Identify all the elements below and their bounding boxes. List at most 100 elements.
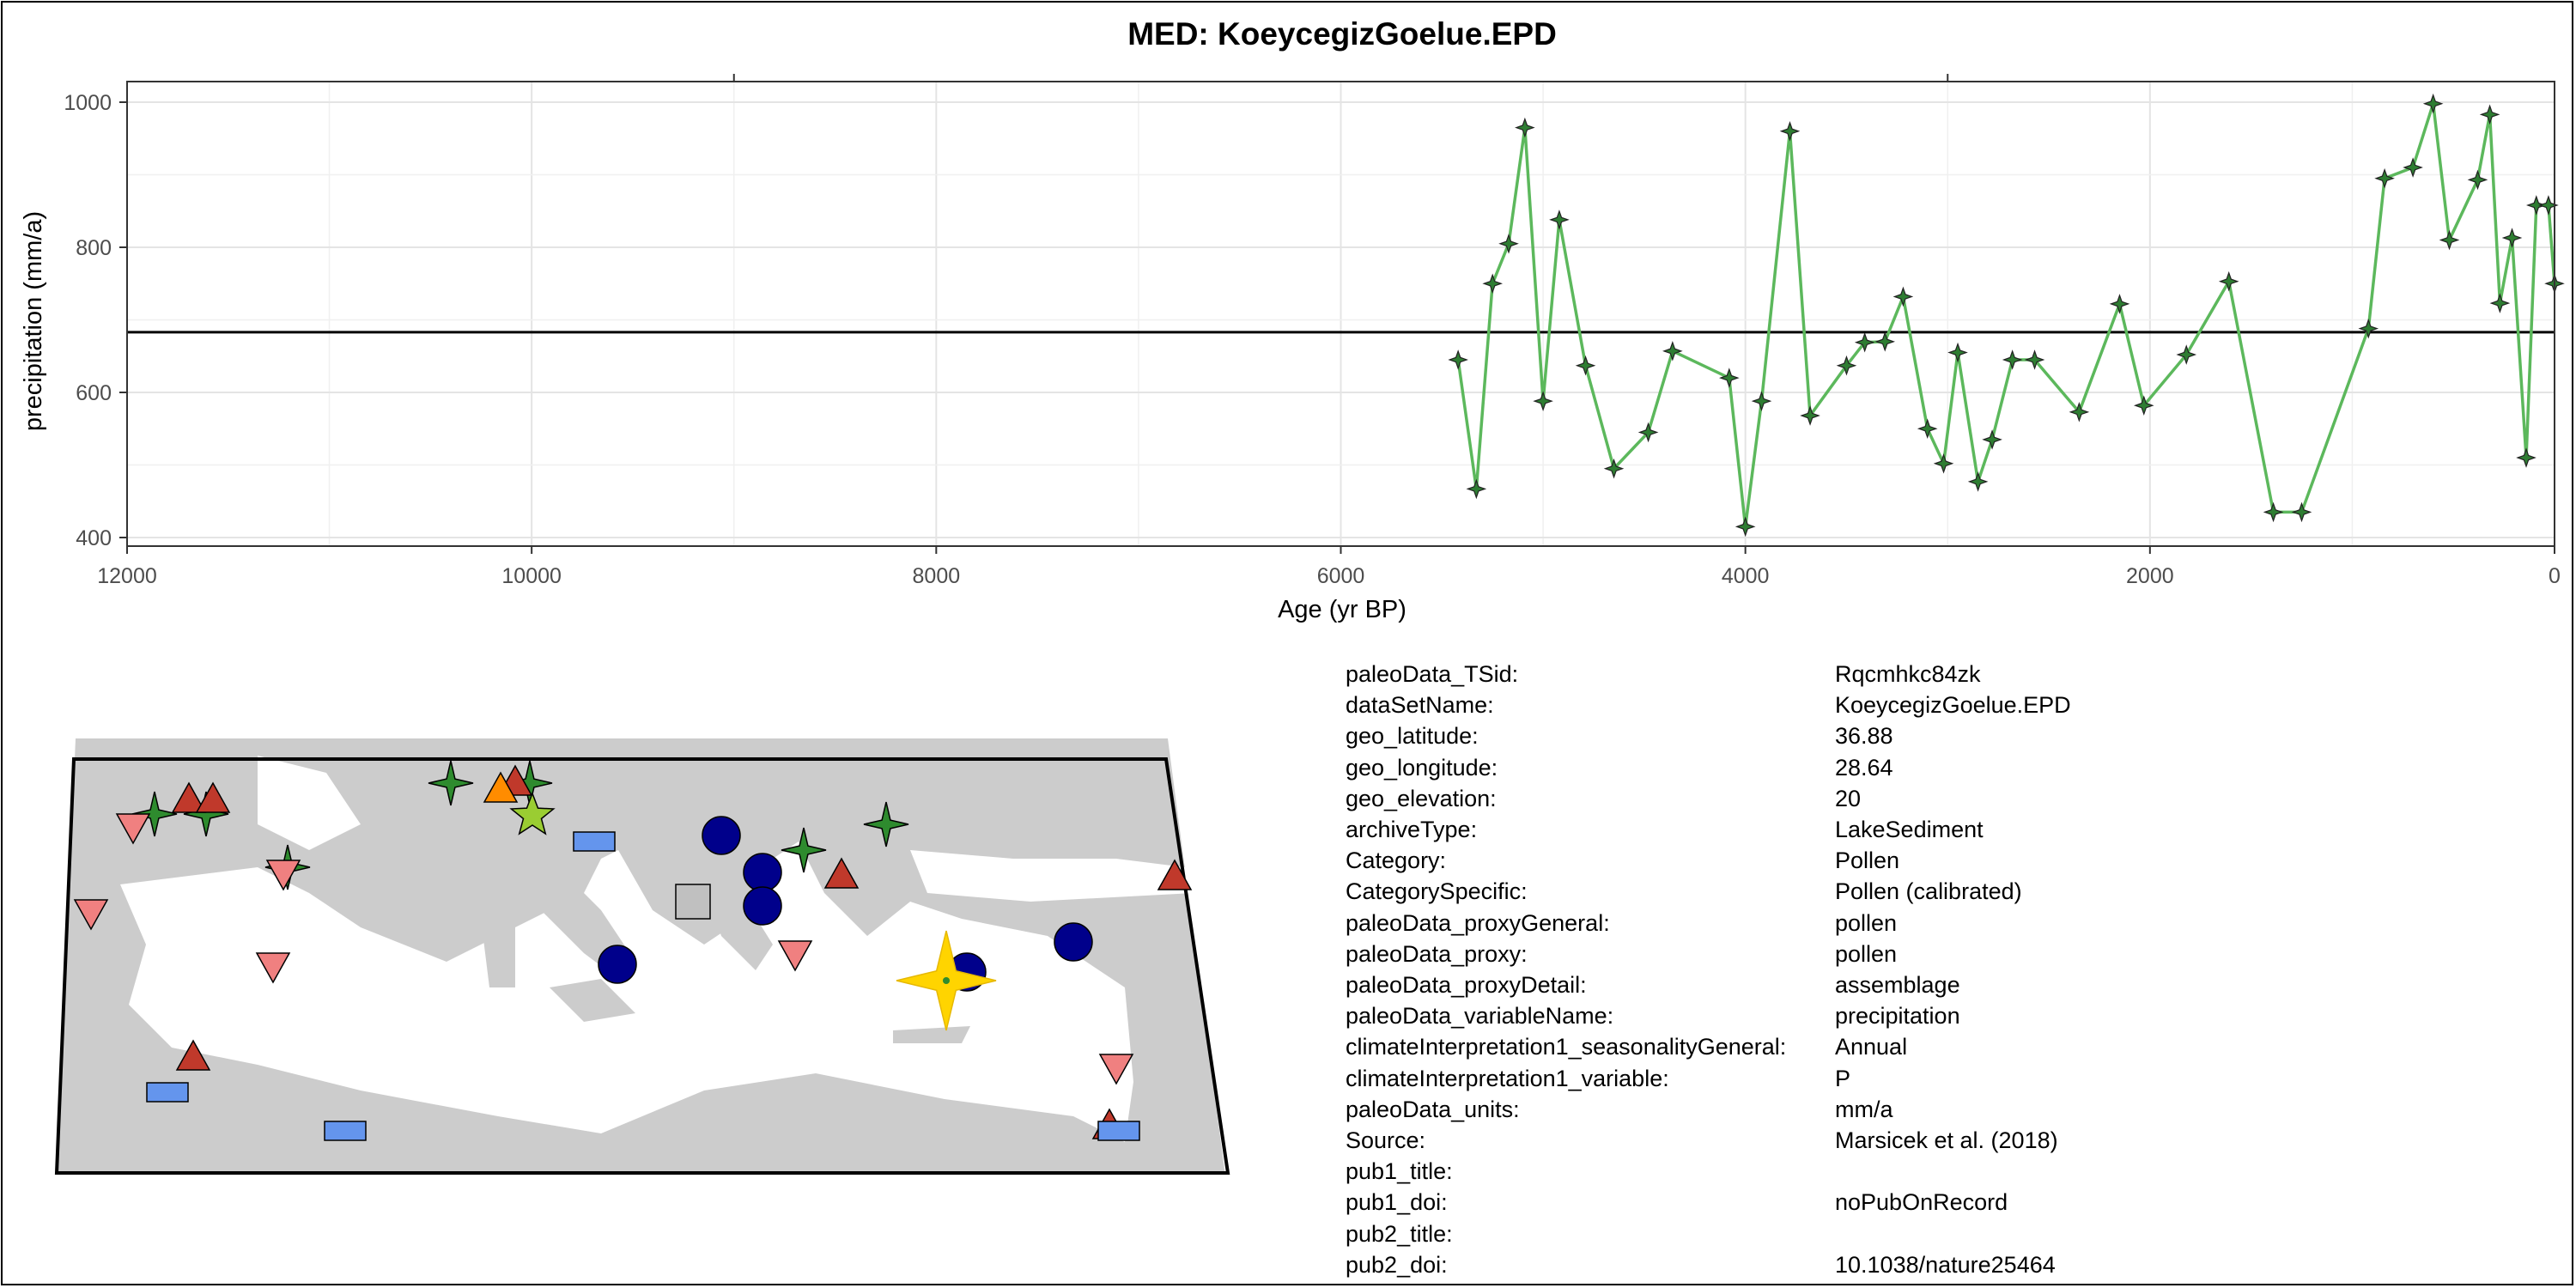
chart-title: MED: KoeycegizGoelue.EPD	[1127, 16, 1557, 52]
metadata-key: geo_latitude:	[1346, 723, 1479, 750]
metadata-row: climateInterpretation1_seasonalityGenera…	[1346, 1031, 2071, 1062]
site-marker	[573, 831, 616, 852]
metadata-table: paleoData_TSid: Rqcmhkc84zk dataSetName: Ko…	[1346, 659, 2071, 1280]
metadata-key: paleoData_units:	[1346, 1096, 1520, 1122]
metadata-key: paleoData_TSid:	[1346, 661, 1519, 687]
metadata-key: paleoData_proxyDetail:	[1346, 972, 1587, 999]
metadata-row: Category: Pollen	[1346, 845, 2071, 876]
metadata-key: paleoData_variableName:	[1346, 1003, 1614, 1030]
data-point	[1933, 453, 1954, 474]
site-marker	[1098, 1054, 1134, 1085]
data-point	[2403, 157, 2423, 178]
metadata-row: paleoData_TSid: Rqcmhkc84zk	[1346, 659, 2071, 690]
metadata-value: 28.64	[1835, 754, 1893, 781]
metadata-key: paleoData_proxyGeneral:	[1346, 909, 1610, 936]
data-point	[1854, 331, 1875, 353]
site-marker	[743, 853, 782, 892]
data-point	[2439, 229, 2460, 251]
site-marker	[823, 857, 860, 889]
site-marker	[1157, 859, 1193, 890]
map-land-detail	[481, 824, 970, 1043]
y-tick-label: 800	[76, 236, 112, 260]
data-point	[2291, 501, 2312, 523]
data-point	[2525, 195, 2547, 216]
site-marker	[146, 1082, 189, 1103]
data-point	[2501, 228, 2523, 248]
selected-site-center	[943, 977, 950, 984]
metadata-value: Annual	[1835, 1034, 1908, 1060]
x-tick-label: 0	[2549, 564, 2561, 588]
metadata-row: geo_longitude: 28.64	[1346, 752, 2071, 783]
data-point	[2538, 195, 2559, 216]
data-point	[1874, 331, 1896, 352]
metadata-key: climateInterpretation1_variable:	[1346, 1065, 1669, 1091]
data-point	[2069, 402, 2090, 422]
site-marker	[509, 791, 556, 835]
site-marker	[175, 1039, 211, 1071]
series-line	[1456, 103, 2556, 527]
site-marker	[428, 760, 474, 806]
metadata-row: paleoData_units: mm/a	[1346, 1094, 2071, 1125]
y-tick-label: 600	[76, 381, 112, 405]
metadata-row: archiveType: LakeSediment	[1346, 814, 2071, 845]
data-points	[1448, 93, 2565, 538]
metadata-value: P	[1835, 1065, 1851, 1091]
metadata-value: Rqcmhkc84zk	[1835, 661, 1981, 687]
metadata-value: Pollen	[1835, 848, 1900, 874]
data-point	[1735, 516, 1756, 538]
data-point	[1719, 368, 1740, 388]
metadata-value: KoeycegizGoelue.EPD	[1835, 692, 2071, 719]
metadata-value: 20	[1835, 785, 1862, 811]
data-point	[1533, 391, 1553, 411]
data-point	[1982, 429, 2002, 450]
metadata-value: precipitation	[1835, 1003, 1960, 1030]
metadata-row: geo_elevation: 20	[1346, 783, 2071, 814]
data-point	[1836, 355, 1857, 376]
metadata-key: pub2_title:	[1346, 1220, 1453, 1247]
site-marker	[265, 860, 301, 891]
metadata-row: paleoData_proxy: pollen	[1346, 939, 2071, 969]
y-axis-title: precipitation (mm/a)	[20, 211, 47, 431]
site-marker	[324, 1121, 367, 1141]
data-point	[2489, 293, 2511, 313]
x-tick-label: 6000	[1317, 564, 1365, 588]
map-frame	[54, 757, 1230, 1175]
metadata-row: pub1_title:	[1346, 1156, 2071, 1187]
metadata-row: Source: Marsicek et al. (2018)	[1346, 1125, 2071, 1156]
site-marker	[255, 952, 291, 984]
metadata-value: Marsicek et al. (2018)	[1835, 1127, 2058, 1154]
metadata-value: pollen	[1835, 909, 1898, 936]
x-axis-title: Age (yr BP)	[1278, 596, 1406, 623]
data-point	[2024, 349, 2045, 370]
metadata-value: Pollen (calibrated)	[1835, 878, 2022, 905]
metadata-value: mm/a	[1835, 1096, 1893, 1122]
data-point	[2358, 318, 2379, 339]
grid	[127, 82, 2555, 546]
metadata-row: dataSetName: KoeycegizGoelue.EPD	[1346, 690, 2071, 720]
site-marker	[675, 884, 711, 920]
metadata-key: CategorySpecific:	[1346, 878, 1528, 905]
site-marker	[1054, 922, 1093, 962]
x-tick-label: 10000	[501, 564, 562, 588]
map-markers	[73, 760, 1193, 1141]
x-tick-label: 2000	[2126, 564, 2174, 588]
data-point	[1498, 233, 1519, 254]
data-point	[1751, 391, 1772, 411]
metadata-value: noPubOnRecord	[1835, 1189, 2008, 1216]
data-point	[2133, 395, 2154, 416]
metadata-value: 36.88	[1835, 723, 1893, 750]
site-marker	[73, 899, 109, 931]
metadata-value: LakeSediment	[1835, 817, 1984, 843]
data-point	[2263, 501, 2284, 523]
axis-ticks: 12000 10000 8000 6000 4000 2000 0 400 600 800 1000	[64, 74, 2561, 588]
metadata-row: geo_latitude: 36.88	[1346, 720, 2071, 751]
data-point	[1662, 341, 1683, 361]
data-point	[2422, 93, 2444, 114]
metadata-row: CategorySpecific: Pollen (calibrated)	[1346, 876, 2071, 907]
x-tick-label: 4000	[1722, 564, 1770, 588]
data-point	[1967, 471, 1989, 492]
data-point	[1893, 286, 1914, 307]
metadata-key: pub1_title:	[1346, 1158, 1453, 1185]
data-point	[2467, 169, 2488, 191]
